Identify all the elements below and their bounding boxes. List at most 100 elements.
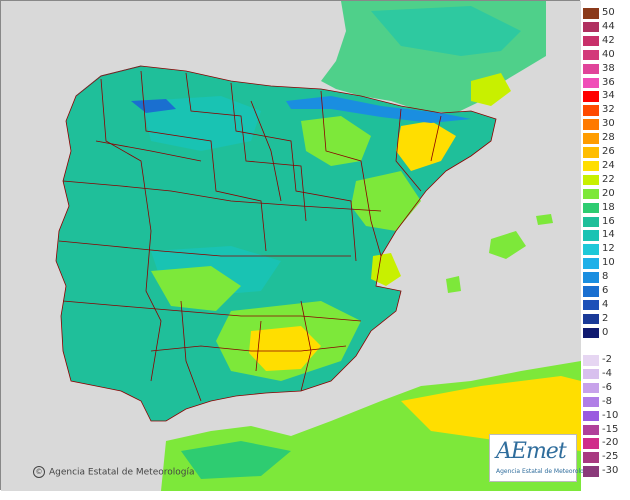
legend-swatch xyxy=(583,382,599,394)
mallorca xyxy=(489,231,526,259)
legend-swatch xyxy=(583,105,599,116)
legend-row: 10 xyxy=(583,257,630,269)
logo-wordmark: AEmet xyxy=(496,439,567,464)
legend-label: 8 xyxy=(602,271,609,283)
france-north-zone xyxy=(371,6,521,56)
province-borders xyxy=(55,65,497,422)
murcia-coast-zone xyxy=(371,253,401,286)
legend-label: 42 xyxy=(602,34,615,46)
legend-row: -20 xyxy=(583,437,630,449)
iberia-north-zone xyxy=(141,96,261,151)
legend-swatch xyxy=(583,63,599,75)
legend-swatch xyxy=(583,244,599,255)
legend-row: 8 xyxy=(583,271,630,283)
legend-swatch xyxy=(583,21,599,33)
legend-swatch xyxy=(583,77,599,88)
legend-swatch xyxy=(583,313,599,325)
legend-swatch xyxy=(583,188,599,200)
legend-label: 40 xyxy=(602,48,615,60)
africa-hot-zone xyxy=(401,376,581,451)
legend-swatch xyxy=(583,368,599,380)
legend-label: 2 xyxy=(602,312,609,324)
legend-row: 14 xyxy=(583,229,630,241)
legend-swatch xyxy=(583,396,599,408)
legend-label: 36 xyxy=(602,76,615,88)
legend-label: -25 xyxy=(602,451,619,463)
legend-swatch xyxy=(583,49,599,61)
temperature-legend: 50 44 42 40 38 36 34 32 30 28 26 24 22 20 18 16 14 12 10 8 6… xyxy=(583,7,630,484)
copyright-icon: © xyxy=(33,466,45,478)
legend-swatch xyxy=(583,424,599,435)
legend-row: 44 xyxy=(583,20,630,33)
legend-swatch xyxy=(583,230,599,241)
legend-swatch xyxy=(583,119,599,130)
legend-row: 50 xyxy=(583,7,630,19)
legend-swatch xyxy=(583,202,599,214)
legend-row: 42 xyxy=(583,34,630,47)
legend-row: 20 xyxy=(583,188,630,200)
legend-swatch xyxy=(583,299,599,311)
legend-row: 30 xyxy=(583,118,630,130)
legend-swatch xyxy=(583,327,599,339)
legend-row: 38 xyxy=(583,63,630,75)
copyright-text: © Agencia Estatal de Meteorología xyxy=(33,466,195,478)
legend-swatch xyxy=(583,258,599,269)
legend-label: -10 xyxy=(602,409,619,421)
legend-row: 28 xyxy=(583,132,630,144)
legend-swatch xyxy=(583,91,599,102)
legend-label: 18 xyxy=(602,201,615,213)
legend-swatch xyxy=(583,174,599,186)
guadiana-zone xyxy=(151,266,241,311)
legend-row: 32 xyxy=(583,104,630,116)
legend-swatch xyxy=(583,438,599,449)
legend-row: 6 xyxy=(583,285,630,297)
catalonia-zone xyxy=(396,121,456,171)
legend-row: -8 xyxy=(583,395,630,408)
legend-swatch xyxy=(583,452,599,463)
legend-row: 0 xyxy=(583,326,630,339)
legend-label: -20 xyxy=(602,437,619,449)
legend-label: 12 xyxy=(602,243,615,255)
legend-label: -2 xyxy=(602,354,612,365)
ibiza xyxy=(446,276,461,293)
legend-row: 26 xyxy=(583,146,630,158)
logo-subtitle: Agencia Estatal de Meteorología xyxy=(496,468,593,475)
legend-label: 16 xyxy=(602,215,615,227)
legend-swatch xyxy=(583,8,599,19)
map-canvas xyxy=(1,1,581,491)
pyrenees-zone xyxy=(286,96,471,123)
coastline-north xyxy=(75,65,142,97)
legend-row: 16 xyxy=(583,215,630,227)
iberia-region xyxy=(56,66,496,421)
legend-label: -6 xyxy=(602,381,612,393)
legend-row: 22 xyxy=(583,173,630,186)
legend-swatch xyxy=(583,272,599,283)
legend-row: 34 xyxy=(583,90,630,102)
legend-label: 28 xyxy=(602,132,615,144)
legend-label: 22 xyxy=(602,173,615,185)
cantabrian-zone xyxy=(131,99,176,113)
legend-swatch xyxy=(583,35,599,47)
menorca xyxy=(536,214,553,225)
legend-swatch xyxy=(583,286,599,297)
legend-row: 12 xyxy=(583,243,630,255)
ebro-zone xyxy=(301,116,371,166)
legend-swatch xyxy=(583,410,599,422)
legend-row: -25 xyxy=(583,451,630,463)
france-south-zone xyxy=(471,73,511,106)
legend-swatch xyxy=(583,466,599,477)
legend-label: 32 xyxy=(602,104,615,116)
legend-label: 14 xyxy=(602,229,615,241)
legend-row: -30 xyxy=(583,465,630,477)
legend-label: 44 xyxy=(602,20,615,32)
legend-swatch xyxy=(583,160,599,172)
legend-row: 18 xyxy=(583,201,630,214)
legend-row: 36 xyxy=(583,76,630,88)
legend-label: -8 xyxy=(602,395,612,407)
legend-label: 0 xyxy=(602,326,609,338)
legend-row: 2 xyxy=(583,312,630,325)
legend-label: 4 xyxy=(602,298,609,310)
legend-swatch xyxy=(583,216,599,227)
legend-row: -6 xyxy=(583,381,630,394)
legend-label: -15 xyxy=(602,423,619,435)
